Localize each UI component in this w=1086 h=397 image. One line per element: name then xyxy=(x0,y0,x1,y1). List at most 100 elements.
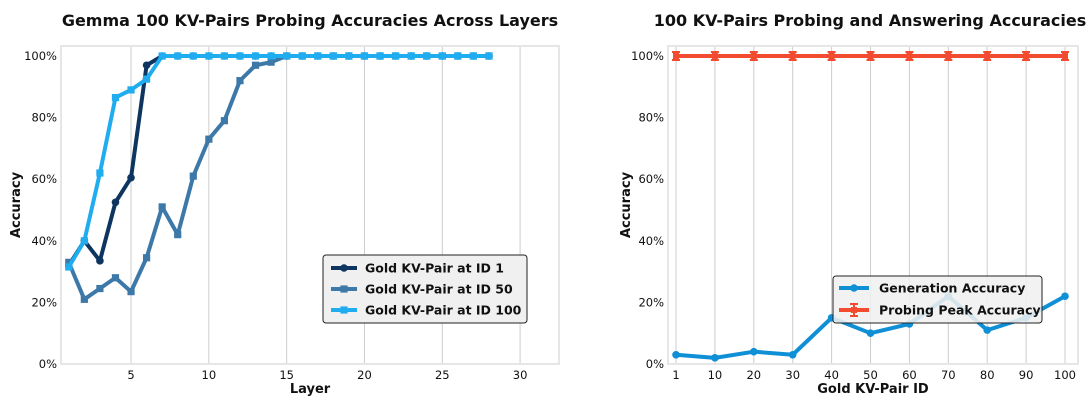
left-y-tick-label: 40% xyxy=(31,234,57,248)
left-plot-frame xyxy=(60,45,560,365)
left-series-2-point xyxy=(80,295,88,303)
left-series-3-point xyxy=(314,52,322,60)
right-series-1-point xyxy=(750,347,758,356)
right-series-1-point xyxy=(983,326,991,334)
left-x-tick-label: 10 xyxy=(202,368,217,382)
left-series-1-point xyxy=(96,257,104,265)
left-series-1-point xyxy=(111,198,120,207)
right-series-2-point xyxy=(944,51,953,61)
left-series-3-point xyxy=(127,86,135,94)
right-x-axis-label: Gold KV-Pair ID xyxy=(817,382,929,397)
right-y-tick-label: 100% xyxy=(631,49,664,63)
right-series-2-point xyxy=(710,51,719,61)
left-chart: Gemma 100 KV-Pairs Probing Accuracies Ac… xyxy=(9,11,560,397)
left-y-tick-label: 0% xyxy=(39,357,57,371)
right-x-tick-label: 10 xyxy=(708,368,723,382)
left-series-2-point xyxy=(111,274,120,282)
left-legend-box xyxy=(322,254,528,324)
left-series-line-3 xyxy=(67,54,489,269)
right-series-1-point xyxy=(788,350,797,359)
right-series-1-point xyxy=(866,329,875,338)
right-chart-title: 100 KV-Pairs Probing and Answering Accur… xyxy=(654,11,1086,30)
left-series-2-point xyxy=(127,288,135,296)
right-y-tick-label: 60% xyxy=(638,172,664,186)
left-series-3-point xyxy=(96,169,104,177)
left-series-3-point xyxy=(65,263,73,271)
left-series-2-point xyxy=(220,117,229,125)
left-series-3-point xyxy=(469,52,478,60)
left-series-3-point xyxy=(407,52,415,60)
right-series-2-point xyxy=(866,51,875,61)
left-legend-label-2: Gold KV-Pair at ID 50 xyxy=(365,282,513,297)
left-y-axis-label: Accuracy xyxy=(9,171,24,238)
right-legend-box xyxy=(832,275,1043,324)
right-x-tick-label: 70 xyxy=(941,368,956,382)
left-series-3-point xyxy=(142,75,151,83)
right-y-tick-label: 0% xyxy=(646,357,664,371)
left-series-2-point xyxy=(96,284,104,293)
left-series-2-point xyxy=(205,135,213,143)
left-x-tick-label: 5 xyxy=(127,368,134,382)
left-series-3-point xyxy=(236,52,244,60)
right-x-tick-label: 1 xyxy=(672,368,679,382)
right-legend-label-2: Probing Peak Accuracy xyxy=(879,303,1041,318)
left-series-3-point xyxy=(485,52,493,60)
left-y-tick-label: 100% xyxy=(24,49,57,63)
right-series-1-point xyxy=(711,354,719,362)
right-x-tick-label: 100 xyxy=(1054,368,1076,382)
left-series-3-point xyxy=(283,52,291,60)
right-x-tick-label: 40 xyxy=(824,368,839,382)
right-series-2-point xyxy=(1061,51,1069,61)
left-series-3-point xyxy=(423,52,431,60)
right-legend-marker-1 xyxy=(850,284,858,292)
right-plot-frame xyxy=(667,45,1079,365)
left-legend-label-3: Gold KV-Pair at ID 100 xyxy=(365,303,522,318)
right-series-2-point xyxy=(905,51,914,61)
left-series-3-point xyxy=(205,52,213,60)
right-series-2-point xyxy=(672,51,680,61)
left-x-axis-label: Layer xyxy=(290,382,331,397)
right-series-1-point xyxy=(672,350,680,359)
right-ticks: 1 10 20 30 40 50 60 70 80 90 100 0% 20% 40% 60% 80% 100% xyxy=(631,49,1076,382)
left-series-3-point xyxy=(174,52,182,60)
right-legend-marker-2 xyxy=(850,303,858,317)
left-legend-marker-1 xyxy=(340,264,348,272)
left-chart-title: Gemma 100 KV-Pairs Probing Accuracies Ac… xyxy=(62,11,558,30)
left-series-2-point xyxy=(142,254,151,262)
right-series-1-point xyxy=(1061,292,1069,301)
left-y-tick-label: 20% xyxy=(31,295,57,309)
left-series-3-point xyxy=(80,237,88,245)
left-series-2-point xyxy=(158,203,166,211)
left-series-1-point xyxy=(127,173,135,182)
right-x-tick-label: 20 xyxy=(746,368,761,382)
right-y-tick-label: 80% xyxy=(638,111,664,125)
left-series-3-point xyxy=(158,52,166,60)
right-y-tick-label: 40% xyxy=(638,234,664,248)
right-legend: Generation Accuracy Probing Peak Accuracy xyxy=(832,275,1043,324)
left-x-tick-label: 20 xyxy=(357,368,372,382)
left-legend-marker-3 xyxy=(340,306,348,314)
right-series-2-point xyxy=(827,51,836,61)
left-ticks: 5 10 15 20 25 30 0% 20% 40% 60% 80% 100% xyxy=(24,49,527,382)
left-series-2-point xyxy=(267,58,275,66)
right-y-axis-label: Accuracy xyxy=(619,171,634,238)
left-series-2-point xyxy=(236,77,244,85)
left-series-3-point xyxy=(454,52,462,60)
right-x-tick-label: 30 xyxy=(785,368,800,382)
left-legend-label-1: Gold KV-Pair at ID 1 xyxy=(365,261,504,276)
left-series-1-point xyxy=(142,61,151,70)
left-series-3-point xyxy=(298,52,306,60)
right-x-tick-label: 80 xyxy=(980,368,995,382)
right-x-tick-label: 60 xyxy=(902,368,917,382)
left-legend-marker-2 xyxy=(340,285,348,293)
left-y-tick-label: 60% xyxy=(31,172,57,186)
left-x-tick-label: 30 xyxy=(513,368,528,382)
right-x-tick-label: 90 xyxy=(1019,368,1034,382)
right-series-2-point xyxy=(1022,51,1031,61)
left-series-3-point xyxy=(220,52,229,60)
left-series-3-point xyxy=(329,52,337,60)
left-series xyxy=(64,52,493,303)
left-series-2-point xyxy=(189,172,197,180)
left-series-3-point xyxy=(376,52,384,60)
